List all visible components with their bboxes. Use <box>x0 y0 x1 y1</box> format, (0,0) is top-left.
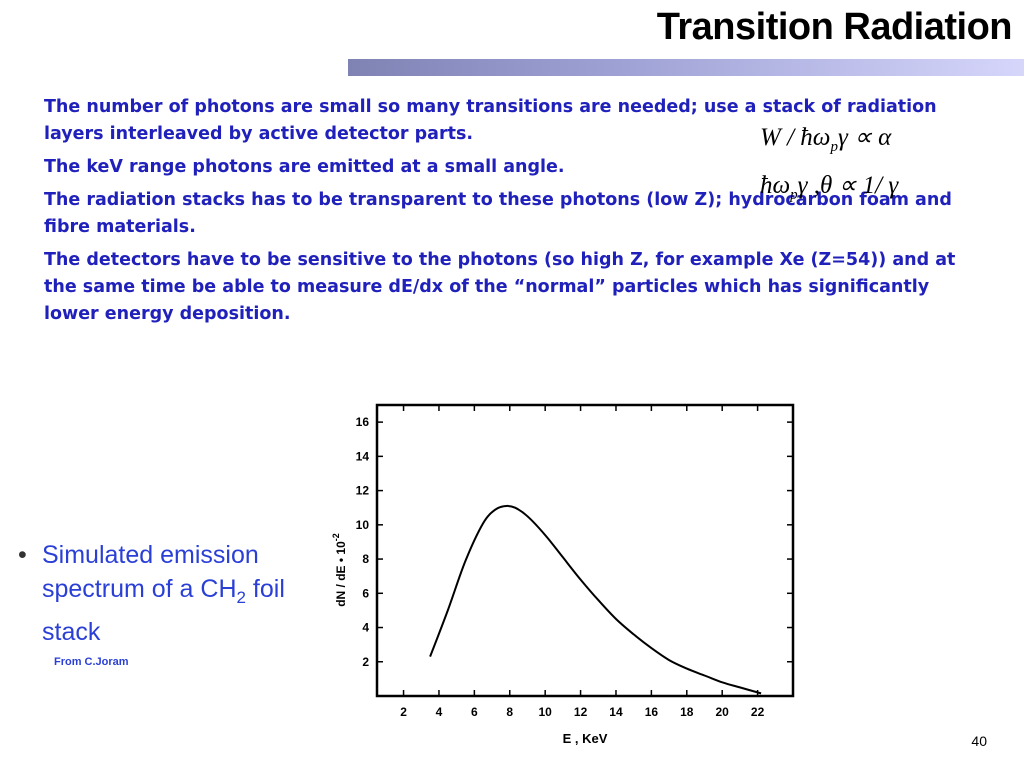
x-tick-label: 10 <box>538 705 552 719</box>
x-axis-label: E , KeV <box>563 731 608 746</box>
formula-yield-main: W / ħω <box>760 124 831 151</box>
bullet-text-after: foil stack <box>42 575 285 646</box>
chart-frame <box>375 403 795 698</box>
page-number: 40 <box>971 733 987 749</box>
slide-title: Transition Radiation <box>656 6 1013 48</box>
x-tick-label: 16 <box>645 705 659 719</box>
spectrum-curve <box>429 504 762 695</box>
paragraph-small-angle: The keV range photons are emitted at a s… <box>44 157 565 177</box>
x-tick-label: 8 <box>506 705 513 719</box>
x-tick-label: 6 <box>471 705 478 719</box>
credit-text: From C.Joram <box>54 656 129 668</box>
bullet-subscript: 2 <box>236 588 246 607</box>
y-tick-label: 2 <box>362 655 369 669</box>
paragraph-detectors: The detectors have to be sensitive to th… <box>44 250 956 324</box>
y-tick-label: 4 <box>362 621 369 635</box>
body-text: The number of photons are small so many … <box>44 94 984 334</box>
y-tick-label: 10 <box>356 518 370 532</box>
y-axis-ticks: 2 4 6 8 10 12 14 16 <box>356 415 793 669</box>
x-tick-label: 14 <box>609 705 623 719</box>
bullet-simulated-spectrum: • Simulated emission spectrum of a CH2 f… <box>18 538 328 649</box>
y-tick-label: 12 <box>356 484 370 498</box>
bullet-text: Simulated emission spectrum of a CH2 foi… <box>42 538 328 649</box>
y-axis-label-exponent: -2 <box>331 533 341 541</box>
title-underline-bar <box>348 59 1024 76</box>
y-axis-label-text: dN / dE • 10 <box>334 541 348 607</box>
formula-energy-angle: ħωpγ ,θ ∝ 1/ γ <box>760 170 898 204</box>
formula-yield-sub: p <box>830 139 838 155</box>
formula-energy-sub: p <box>790 187 798 203</box>
paragraph-photons-stack: The number of photons are small so many … <box>44 97 937 144</box>
y-tick-label: 14 <box>356 449 370 463</box>
x-tick-label: 12 <box>574 705 588 719</box>
x-tick-label: 4 <box>436 705 443 719</box>
y-tick-label: 16 <box>356 415 370 429</box>
x-tick-label: 20 <box>716 705 730 719</box>
y-tick-label: 8 <box>362 552 369 566</box>
y-tick-label: 6 <box>362 586 369 600</box>
formula-energy-rest: γ ,θ ∝ 1/ γ <box>797 172 899 199</box>
bullet-marker: • <box>18 541 27 569</box>
formula-yield: W / ħωpγ ∝ α <box>760 122 891 156</box>
x-axis-ticks: 2 4 6 8 10 12 14 16 18 20 22 <box>400 405 765 719</box>
x-tick-label: 22 <box>751 705 765 719</box>
y-axis-label: dN / dE • 10-2 <box>331 533 348 607</box>
formula-energy-main: ħω <box>760 172 791 199</box>
paragraph-radiation-stacks: The radiation stacks has to be transpare… <box>44 190 952 237</box>
formula-yield-rest: γ ∝ α <box>837 124 892 151</box>
x-tick-label: 2 <box>400 705 407 719</box>
bullet-text-before: Simulated emission spectrum of a CH <box>42 541 259 603</box>
x-tick-label: 18 <box>680 705 694 719</box>
